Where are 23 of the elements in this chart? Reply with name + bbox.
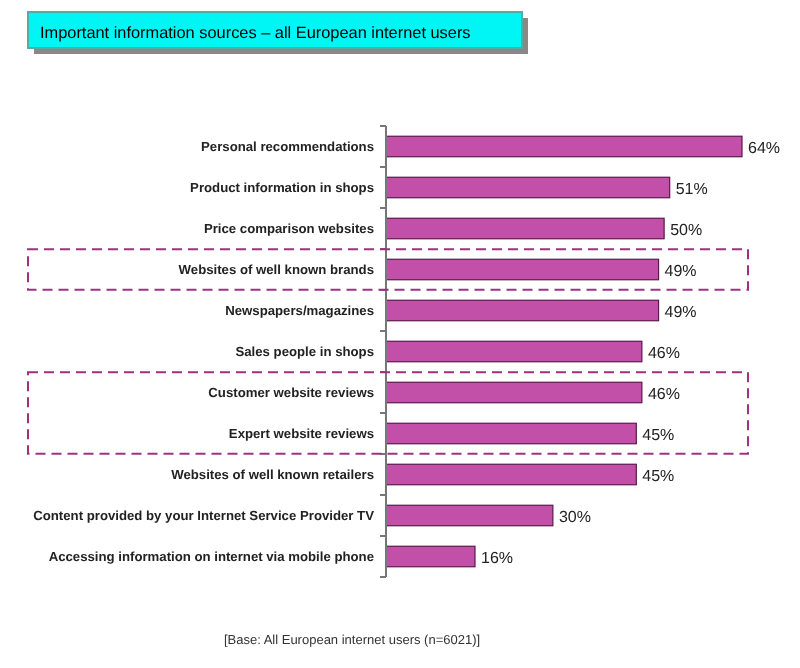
data-label: 30% (558, 507, 591, 526)
data-label: 16% (481, 548, 514, 567)
bar (385, 258, 660, 281)
bar (385, 545, 476, 568)
data-label: 46% (647, 384, 680, 403)
data-label: 45% (642, 466, 675, 485)
data-label: 49% (664, 261, 697, 280)
bar (385, 135, 743, 158)
chart-title: Important information sources – all European internet users (40, 24, 471, 42)
bar (385, 422, 637, 445)
bar (385, 504, 554, 527)
data-label: 45% (642, 425, 675, 444)
data-label: 50% (670, 220, 703, 239)
bar (385, 381, 643, 404)
data-label: 51% (675, 179, 708, 198)
data-label: 46% (647, 343, 680, 362)
bar (385, 340, 643, 363)
bar (385, 463, 637, 486)
data-label: 64% (748, 138, 781, 157)
bar (385, 217, 665, 240)
data-label: 49% (664, 302, 697, 321)
bar (385, 299, 660, 322)
bar (385, 176, 671, 199)
